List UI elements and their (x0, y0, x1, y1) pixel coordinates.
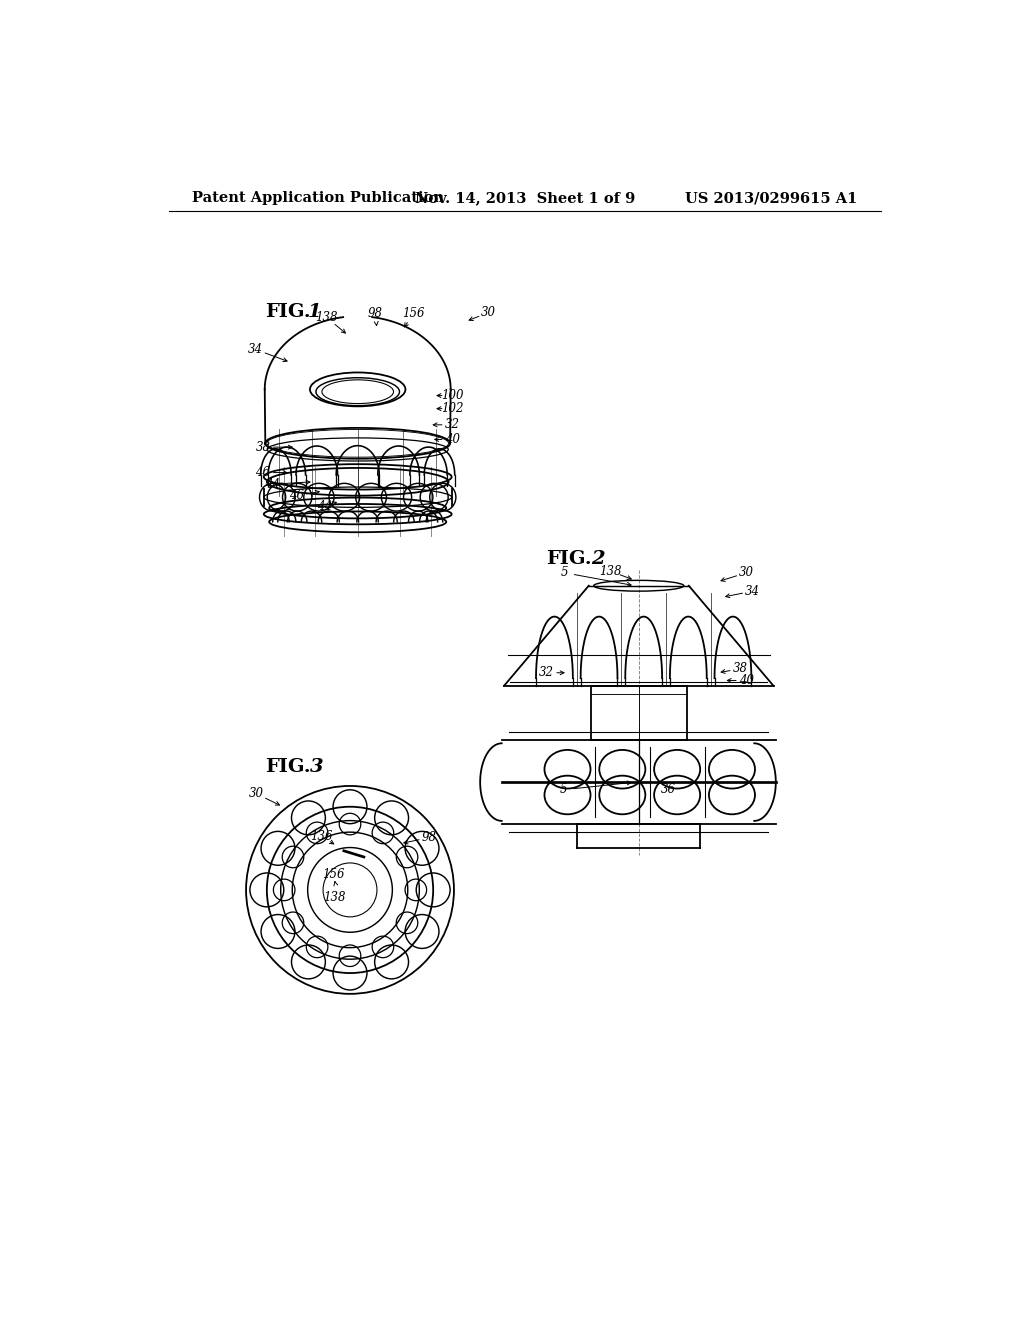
Text: 3: 3 (310, 758, 324, 776)
Text: 2: 2 (591, 550, 604, 568)
Text: 36: 36 (660, 783, 676, 796)
Text: FIG.: FIG. (547, 550, 592, 568)
Text: 138: 138 (315, 312, 338, 325)
Text: 1: 1 (307, 304, 322, 321)
Text: 34: 34 (745, 585, 760, 598)
Text: 98: 98 (368, 308, 383, 321)
Text: Nov. 14, 2013  Sheet 1 of 9: Nov. 14, 2013 Sheet 1 of 9 (415, 191, 635, 206)
Text: 38: 38 (256, 441, 270, 454)
Text: 38: 38 (733, 663, 748, 676)
Text: 32: 32 (539, 667, 554, 680)
Text: 100: 100 (441, 389, 464, 403)
Text: 34: 34 (248, 343, 263, 356)
Text: 30: 30 (249, 787, 263, 800)
Text: US 2013/0299615 A1: US 2013/0299615 A1 (685, 191, 857, 206)
Text: 30: 30 (481, 306, 496, 319)
Text: 5: 5 (560, 566, 568, 579)
Text: 46: 46 (256, 466, 270, 479)
Text: 102: 102 (441, 403, 464, 416)
Text: 46: 46 (289, 490, 303, 502)
Text: 156: 156 (401, 308, 424, 321)
Text: 98: 98 (422, 832, 437, 843)
Text: 30: 30 (739, 566, 754, 579)
Text: FIG.: FIG. (265, 304, 311, 321)
Text: 44: 44 (265, 478, 281, 491)
Text: 156: 156 (322, 869, 344, 880)
Text: FIG.: FIG. (265, 758, 311, 776)
Text: 138: 138 (599, 565, 622, 578)
Text: 44: 44 (317, 500, 332, 513)
Text: 136: 136 (310, 829, 333, 842)
Text: 32: 32 (444, 418, 460, 432)
Text: 5: 5 (559, 783, 567, 796)
Text: 138: 138 (324, 891, 346, 904)
Text: Patent Application Publication: Patent Application Publication (193, 191, 444, 206)
Text: 40: 40 (444, 433, 460, 446)
Text: 40: 40 (739, 675, 754, 686)
